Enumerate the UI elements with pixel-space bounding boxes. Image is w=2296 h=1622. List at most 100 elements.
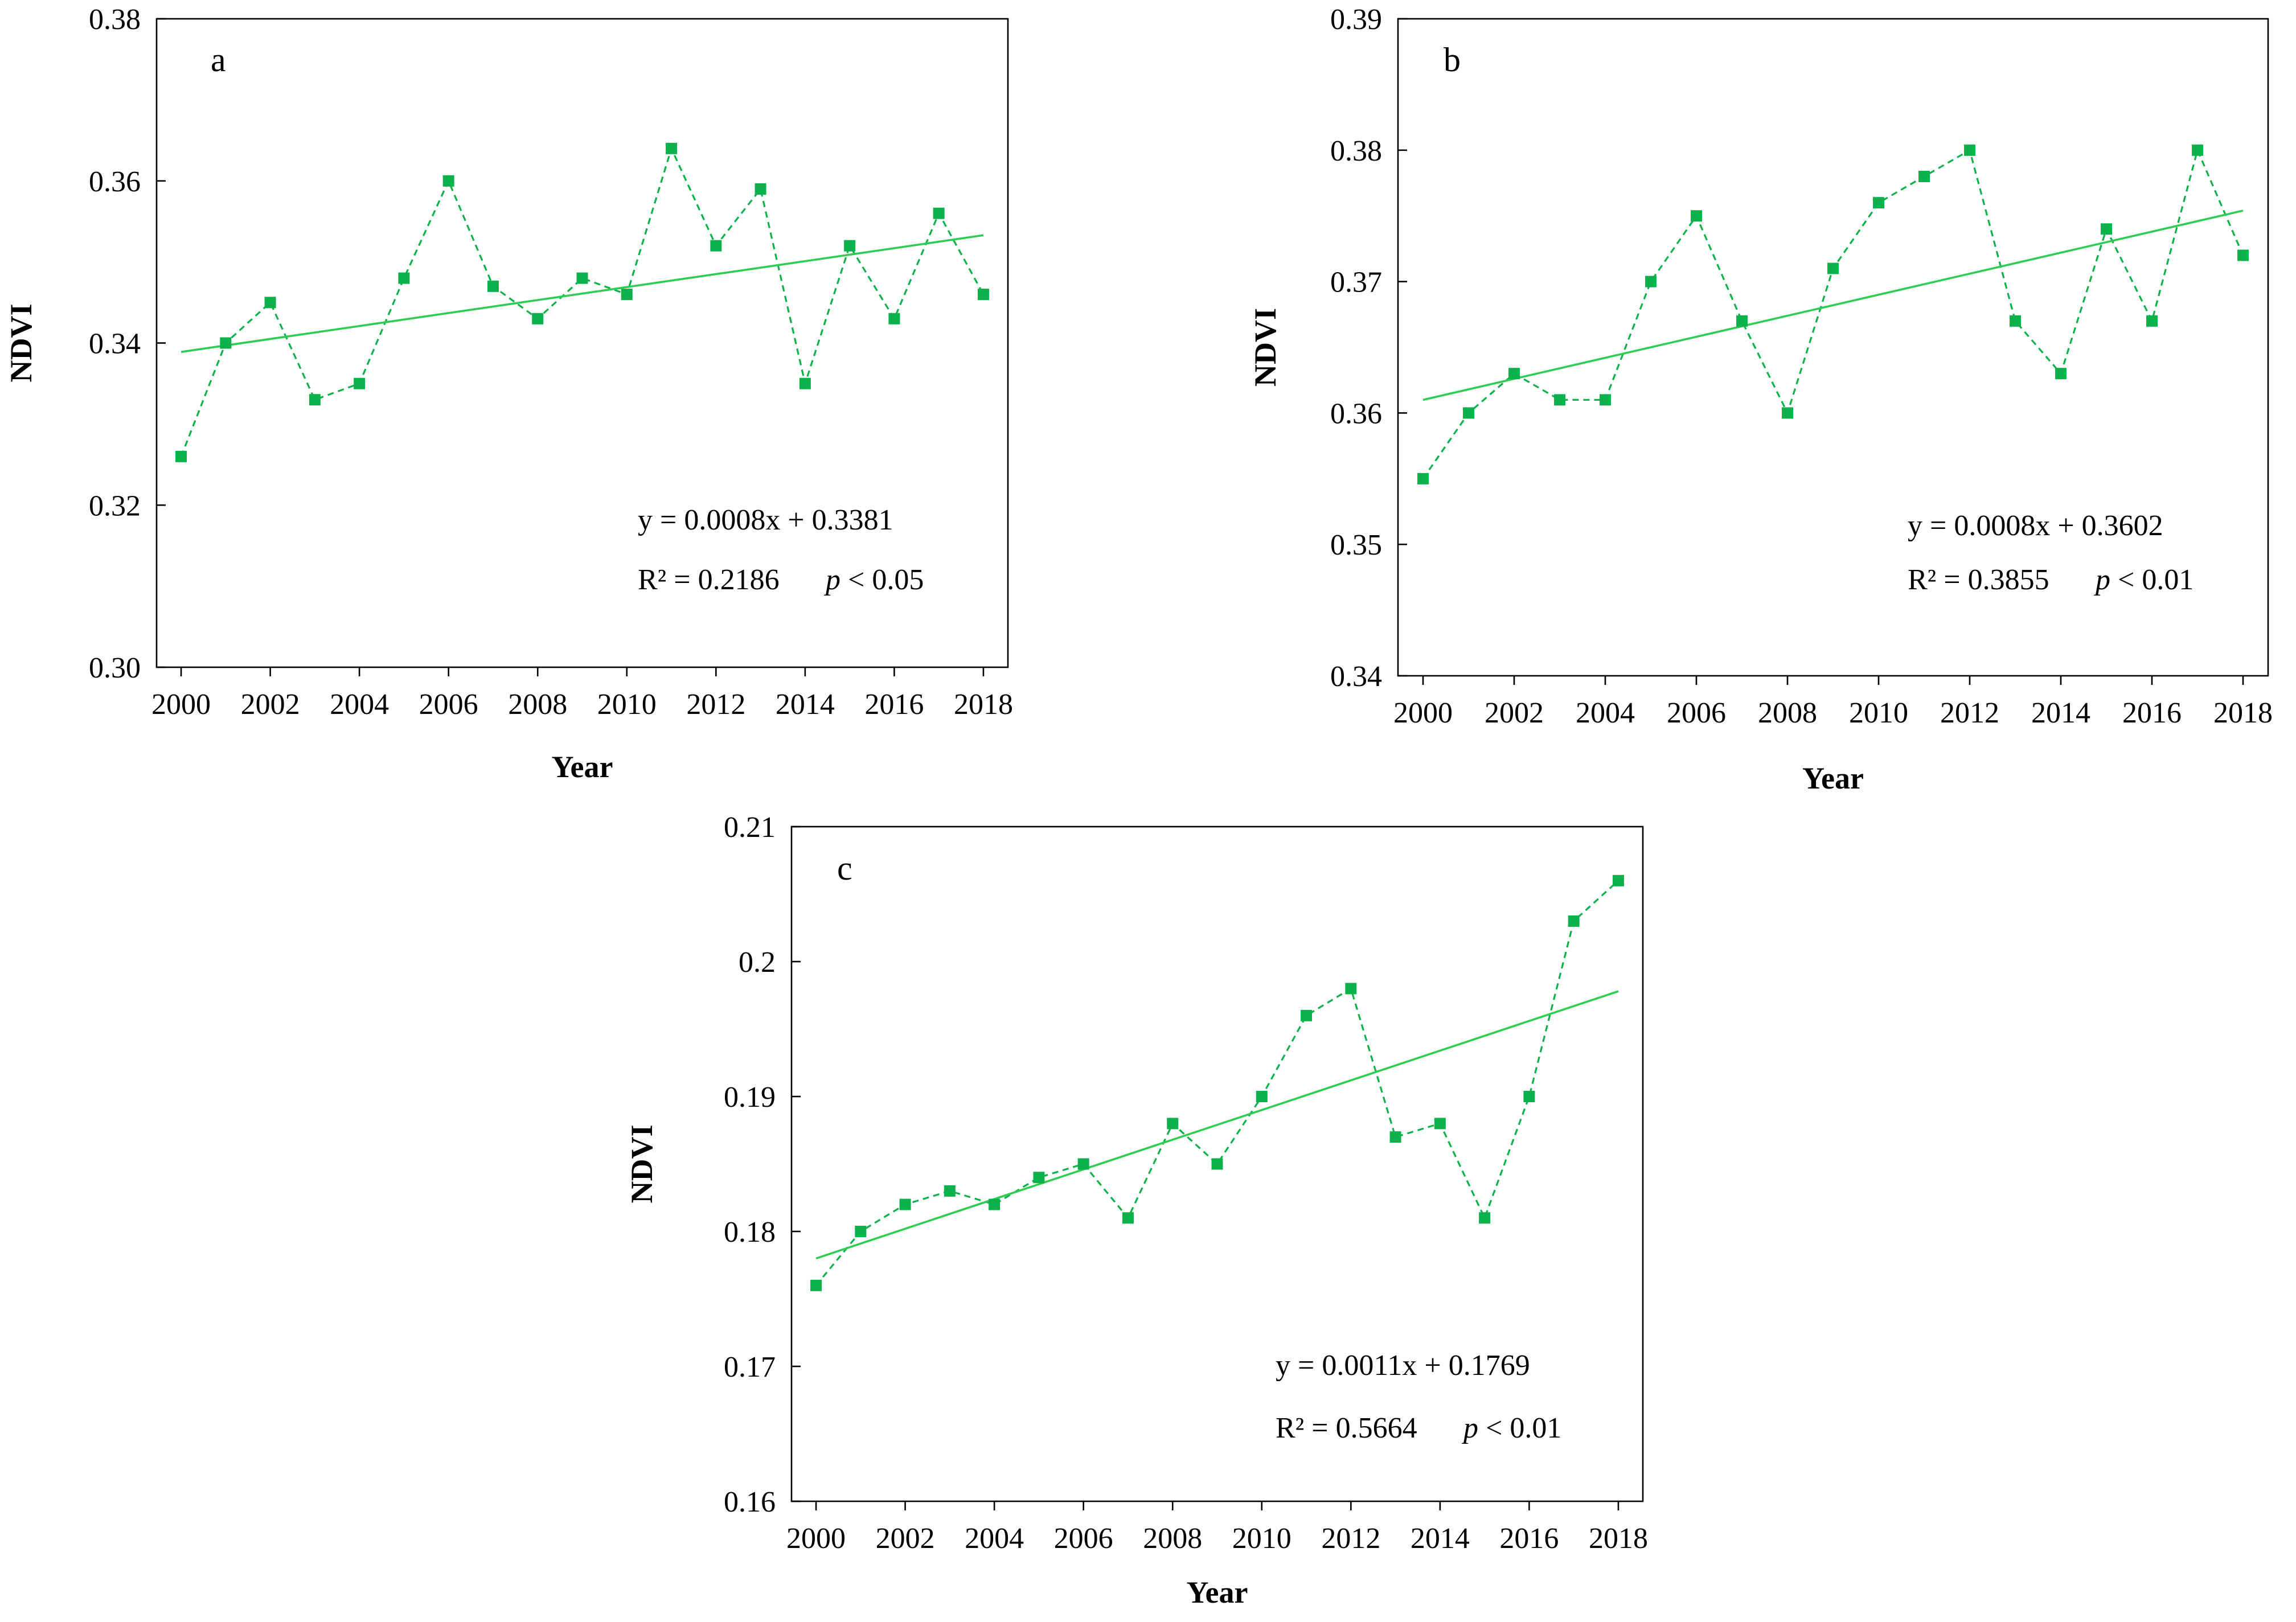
x-tick-label: 2010 [1849,697,1908,729]
x-tick-label: 2018 [954,688,1013,721]
data-point-marker [1033,1172,1045,1184]
x-tick-label: 2012 [1321,1522,1380,1555]
r-squared-label: R² = 0.5664 [1276,1412,1417,1444]
data-point-marker [755,183,766,195]
p-threshold: < 0.01 [2110,564,2194,596]
data-point-marker [1568,915,1580,927]
data-point-marker [264,297,276,309]
y-tick-label: 0.36 [1330,397,1382,430]
y-tick-label: 0.36 [89,166,141,198]
data-point-marker [576,272,588,284]
data-point-marker [354,377,366,389]
panel-label: b [1444,41,1461,79]
data-point-marker [1479,1212,1491,1224]
y-tick-label: 0.32 [89,490,141,522]
x-tick-label: 2010 [597,688,657,721]
x-tick-label: 2010 [1232,1522,1292,1555]
panel-label: a [211,41,226,79]
data-point-marker [1827,262,1839,274]
y-tick-label: 0.38 [1330,135,1382,167]
x-tick-label: 2004 [330,688,389,721]
data-point-marker [1918,170,1930,182]
y-tick-label: 0.38 [89,3,141,36]
r-squared-label: R² = 0.2186 [638,564,780,596]
data-point-marker [810,1279,822,1291]
data-point-marker [1301,1009,1313,1021]
y-axis-title: NDVI [1248,308,1282,387]
data-point-marker [1345,983,1357,995]
panel-label: c [837,849,852,887]
ndvi-series-line [1422,147,2244,479]
x-tick-label: 2008 [1758,697,1817,729]
data-point-marker [1523,1091,1535,1102]
x-tick-label: 2018 [2213,697,2273,729]
data-point-marker [309,394,321,406]
ndvi-series-line [180,146,985,457]
data-point-marker [799,377,811,389]
data-point-marker [1463,407,1474,419]
x-tick-label: 2000 [1393,697,1453,729]
x-axis-title: Year [552,750,613,784]
data-point-marker [1167,1118,1179,1130]
p-value-label: p < 0.05 [823,564,924,596]
data-point-marker [2055,368,2067,380]
x-tick-label: 2002 [241,688,300,721]
x-tick-label: 2008 [508,688,567,721]
y-tick-label: 0.35 [1330,529,1382,561]
data-point-marker [933,207,945,219]
x-tick-label: 2012 [686,688,745,721]
x-tick-label: 2002 [876,1522,935,1555]
data-point-marker [2146,315,2158,327]
x-axis-title: Year [1187,1575,1248,1609]
data-point-marker [1873,197,1884,209]
plot-area-frame [1397,18,2269,677]
chart-panel-a: 0.30 0.32 0.34 0.36 0.38 2000 2002 2004 2006 2008… [4,3,1013,784]
data-point-marker [1256,1091,1268,1102]
data-point-marker [1964,144,1975,156]
x-tick-label: 2012 [1940,697,1999,729]
data-point-marker [442,175,454,187]
y-axis-title: NDVI [625,1124,659,1203]
data-point-marker [855,1226,867,1237]
y-tick-label: 0.16 [724,1486,776,1518]
y-tick-label: 0.39 [1330,3,1382,36]
y-tick-label: 0.34 [89,328,141,360]
y-axis-title: NDVI [4,303,38,382]
y-tick-label: 0.30 [89,652,141,684]
y-tick-label: 0.19 [724,1081,776,1114]
x-tick-label: 2000 [786,1522,846,1555]
data-point-marker [1389,1131,1401,1143]
linear-trend-line [1422,210,2244,401]
ndvi-series-line [815,880,1620,1286]
data-point-marker [888,313,900,325]
data-point-marker [710,240,722,252]
p-symbol: p [823,564,840,596]
x-tick-label: 2016 [864,688,924,721]
data-point-marker [1417,473,1429,484]
data-point-marker [2192,144,2203,156]
data-point-marker [1691,210,1702,222]
data-point-marker [2237,249,2249,261]
data-point-marker [844,240,856,252]
data-point-marker [1508,368,1520,380]
p-threshold: < 0.01 [1478,1412,1561,1444]
chart-panel-c: 0.16 0.17 0.18 0.19 0.2 0.21 2000 2002 2004 2006 2… [625,811,1648,1609]
p-symbol: p [1461,1412,1478,1444]
data-point-marker [621,289,633,301]
data-point-marker [1645,276,1657,288]
x-axis-title: Year [1802,761,1864,795]
y-tick-label: 0.21 [724,811,776,844]
data-point-marker [175,450,187,462]
data-point-marker [487,280,499,292]
data-point-marker [989,1198,1001,1210]
plot-area-frame [790,826,1644,1502]
p-symbol: p [2093,564,2110,596]
regression-equation: y = 0.0008x + 0.3381 [638,504,893,536]
y-tick-label: 0.17 [724,1351,776,1383]
x-tick-label: 2004 [1576,697,1635,729]
x-tick-label: 2000 [151,688,211,721]
data-point-marker [1782,407,1793,419]
x-tick-label: 2014 [1411,1522,1470,1555]
y-tick-label: 0.37 [1330,266,1382,299]
